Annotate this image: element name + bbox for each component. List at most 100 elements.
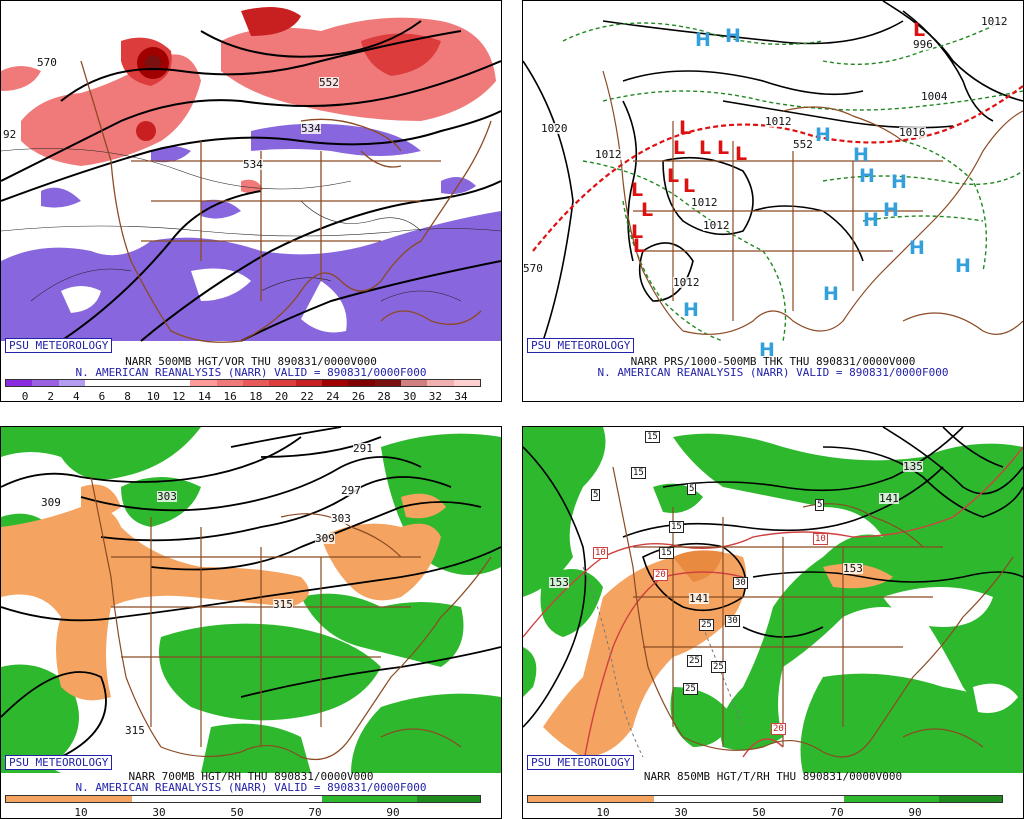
scale-swatch	[100, 796, 133, 802]
scale-tick: 10	[74, 806, 88, 819]
contour-label: 141	[689, 592, 709, 605]
scale-swatch	[58, 380, 85, 386]
contour-label: 309	[315, 532, 335, 545]
contour-label: 1012	[981, 15, 1008, 28]
temperature-label: 10	[593, 547, 608, 559]
scale-swatch	[348, 380, 375, 386]
scale-swatch	[717, 796, 750, 802]
scale-tick: 8	[124, 390, 131, 402]
contour-label: 1004	[921, 90, 948, 103]
scale-tick: 90	[908, 806, 922, 819]
contour-label: 534	[301, 122, 321, 135]
scale-swatch	[295, 380, 322, 386]
scale-swatch	[6, 380, 33, 386]
low-pressure-marker: L	[913, 19, 926, 41]
scale-tick: 70	[830, 806, 844, 819]
temperature-label: 10	[813, 533, 828, 545]
high-pressure-marker: H	[909, 237, 925, 259]
contour-label: 297	[341, 484, 361, 497]
contour-label: 153	[549, 576, 569, 589]
contour-label: 570	[523, 262, 543, 275]
contour-label: 1012	[673, 276, 700, 289]
map-caption-validity: N. AMERICAN REANALYSIS (NARR) VALID = 89…	[75, 366, 427, 379]
scale-tick: 28	[377, 390, 391, 402]
scale-tick: 18	[249, 390, 263, 402]
scale-tick: 20	[274, 390, 289, 402]
temperature-label: 15	[669, 521, 684, 533]
low-pressure-marker: L	[641, 199, 654, 221]
scale-swatch	[427, 380, 454, 386]
scale-tick: 90	[386, 806, 400, 819]
vorticity-map	[1, 1, 501, 357]
map-caption-title: NARR 850MB HGT/T/RH THU 890831/0000V000	[643, 770, 903, 783]
scale-tick: 10	[596, 806, 610, 819]
low-pressure-marker: L	[631, 221, 644, 243]
temperature-label: 30	[733, 577, 748, 589]
high-pressure-marker: H	[695, 29, 711, 51]
low-pressure-marker: L	[679, 117, 692, 139]
scale-swatch	[195, 796, 228, 802]
scale-swatch	[780, 796, 813, 802]
scale-swatch	[84, 380, 112, 386]
contour-label: 135	[903, 460, 923, 473]
low-pressure-marker: L	[717, 137, 730, 159]
scale-tick: 16	[223, 390, 237, 402]
scale-swatch	[907, 796, 939, 802]
rh-scale-ticks: 10 30 50 70 90	[527, 806, 1003, 818]
psu-meteorology-badge: PSU METEOROLOGY	[527, 755, 635, 770]
contour-label: 315	[273, 598, 293, 611]
scale-swatch	[216, 380, 243, 386]
temperature-label: 5	[591, 489, 601, 501]
map-caption-title: NARR 700MB HGT/RH THU 890831/0000V000	[128, 770, 374, 783]
scale-tick: 30	[403, 390, 417, 402]
panel-700mb-rh: 309 303 291 297 303 309 315 315 PSU METEOROLOGY…	[0, 426, 502, 819]
rh-scale-ticks: 10 30 50 70 90	[5, 806, 481, 818]
scale-swatch	[374, 380, 401, 386]
contour-label: 996	[913, 38, 933, 51]
scale-tick: 32	[428, 390, 442, 402]
scale-tick: 22	[300, 390, 314, 402]
contour-label: 1020	[541, 122, 568, 135]
high-pressure-marker: H	[725, 25, 741, 47]
low-pressure-marker: L	[683, 175, 696, 197]
high-pressure-marker: H	[823, 283, 839, 305]
scale-swatch	[6, 796, 38, 802]
map-caption-validity: N. AMERICAN REANALYSIS (NARR) VALID = 89…	[597, 366, 949, 379]
low-pressure-marker: L	[699, 137, 712, 159]
high-pressure-marker: H	[863, 209, 879, 231]
scale-swatch	[448, 796, 480, 802]
scale-tick: 4	[72, 390, 80, 402]
temperature-label: 25	[711, 661, 726, 673]
scale-swatch	[812, 796, 844, 802]
scale-tick: 34	[454, 390, 468, 402]
high-pressure-marker: H	[955, 255, 971, 277]
scale-swatch	[400, 380, 428, 386]
vorticity-scale-ticks: 0 2 4 6 8 10 12 14 16 18 20 22 24 26 28 30 32 34	[5, 390, 481, 402]
panel-850mb-temp-rh: 153 141 153 135 141 15 15 15 15 5 5 5 30 30 25 25 25 25 1…	[522, 426, 1024, 819]
contour-label: 1012	[691, 196, 718, 209]
contour-label: 1012	[595, 148, 622, 161]
scale-tick: 26	[351, 390, 366, 402]
scale-swatch	[970, 796, 1002, 802]
scale-tick: 30	[674, 806, 688, 819]
scale-swatch	[353, 796, 386, 802]
scale-swatch	[290, 796, 322, 802]
temperature-label: 20	[771, 723, 786, 735]
scale-swatch	[242, 380, 270, 386]
high-pressure-marker: H	[815, 124, 831, 146]
low-pressure-marker: L	[633, 235, 646, 257]
scale-tick: 0	[21, 390, 29, 402]
scale-swatch	[749, 796, 781, 802]
panel-500mb-vorticity: 570 552 534 534 92 PSU METEOROLOGY NARR 500M…	[0, 0, 502, 402]
contour-label: 1016	[899, 126, 926, 139]
scale-tick: 12	[172, 390, 186, 402]
rh850-map	[523, 427, 1023, 773]
scale-tick: 50	[230, 806, 244, 819]
low-pressure-marker: L	[735, 143, 748, 165]
scale-swatch	[32, 380, 59, 386]
map-caption-validity: N. AMERICAN REANALYSIS (NARR) VALID = 89…	[75, 781, 427, 794]
high-pressure-marker: H	[883, 199, 899, 221]
contour-label: 153	[843, 562, 863, 575]
scale-swatch	[654, 796, 686, 802]
contour-label: 291	[353, 442, 373, 455]
